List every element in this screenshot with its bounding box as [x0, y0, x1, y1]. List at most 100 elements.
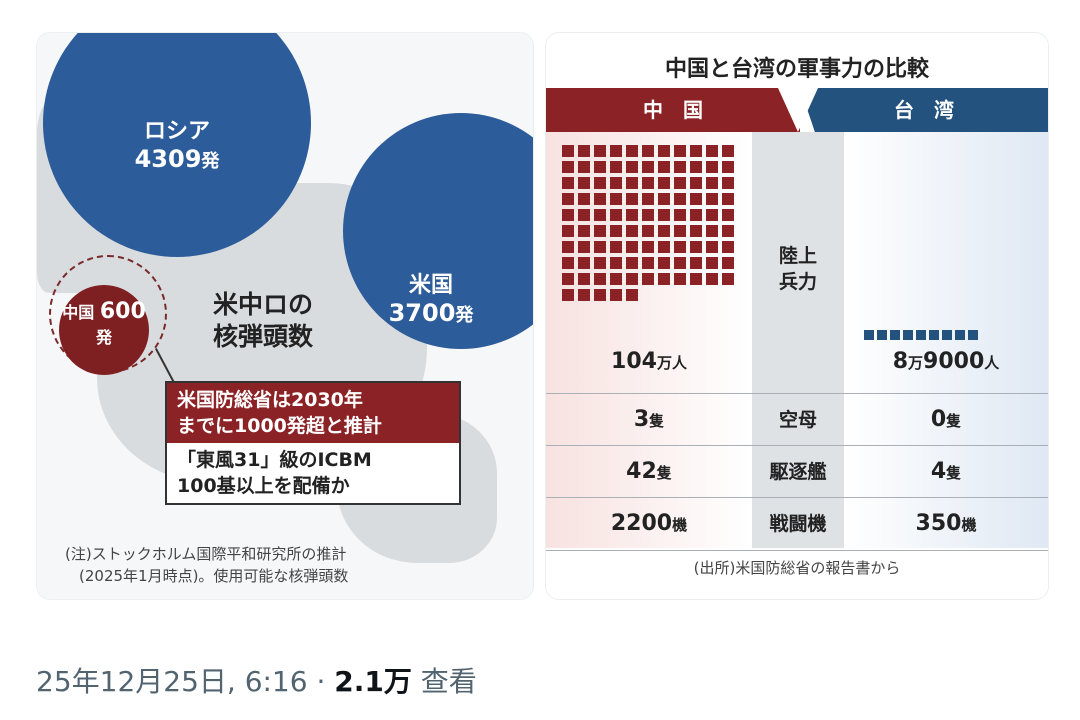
china-army-square-icon — [674, 209, 686, 221]
china-army-square-icon — [690, 145, 702, 157]
taiwan-army-value: 8万9000人 — [844, 349, 1048, 374]
nuclear-map-card[interactable]: ロシア 4309発 米国 3700発 中国 600発 米中ロの 核弾頭数 米国防… — [36, 32, 534, 600]
carrier-label: 空母 — [778, 409, 817, 431]
taiwan-army-icon-grid — [864, 330, 978, 340]
china-army-square-icon — [594, 241, 606, 253]
china-army-square-icon — [674, 225, 686, 237]
china-army-square-icon — [642, 257, 654, 269]
china-army-square-icon — [610, 273, 622, 285]
tweet-views-label: 查看 — [411, 665, 477, 698]
china-army-square-icon — [578, 289, 590, 301]
tweet-views-count: 2.1万 — [334, 665, 412, 698]
china-army-square-icon — [610, 177, 622, 189]
china-army-square-icon — [658, 257, 670, 269]
china-army-square-icon — [626, 225, 638, 237]
china-army-square-icon — [594, 257, 606, 269]
china-army-square-icon — [610, 145, 622, 157]
china-army-square-icon — [690, 161, 702, 173]
china-circle: 中国 600 発 — [59, 285, 149, 375]
china-army-square-icon — [610, 257, 622, 269]
china-army-square-icon — [722, 145, 734, 157]
china-army-square-icon — [642, 145, 654, 157]
tweet-date[interactable]: 25年12月25日, 6:16 · — [36, 665, 335, 698]
china-army-square-icon — [642, 193, 654, 205]
china-army-square-icon — [722, 225, 734, 237]
army-label-line1: 陸上 — [778, 245, 817, 267]
taiwan-army-number1: 8 — [892, 349, 909, 374]
callout-icbm: 「東風31」級のICBM 100基以上を配備か — [167, 443, 459, 503]
china-army-square-icon — [658, 241, 670, 253]
row-carrier: 3隻 空母 0隻 — [546, 393, 1048, 446]
china-army-square-icon — [626, 209, 638, 221]
china-army-square-icon — [594, 193, 606, 205]
china-army-square-icon — [722, 177, 734, 189]
china-army-square-icon — [722, 241, 734, 253]
label-column-bg — [752, 132, 844, 548]
comparison-card[interactable]: 中国と台湾の軍事力の比較 中 国 台 湾 陸上 兵力 104万人 8万9000人… — [545, 32, 1049, 600]
china-army-square-icon — [690, 193, 702, 205]
destroyer-label: 駆逐艦 — [769, 461, 827, 483]
taiwan-column-bg — [844, 132, 1048, 548]
taiwan-army-square-icon — [968, 330, 978, 340]
taiwan-army-square-icon — [903, 330, 913, 340]
china-army-square-icon — [674, 161, 686, 173]
china-army-square-icon — [642, 209, 654, 221]
china-army-square-icon — [690, 225, 702, 237]
china-army-square-icon — [674, 241, 686, 253]
china-army-square-icon — [642, 161, 654, 173]
fighter-label: 戦闘機 — [769, 513, 827, 535]
china-army-square-icon — [706, 273, 718, 285]
taiwan-army-square-icon — [877, 330, 887, 340]
china-army-square-icon — [562, 161, 574, 173]
china-army-square-icon — [642, 241, 654, 253]
china-army-square-icon — [562, 289, 574, 301]
header-china: 中 国 — [546, 88, 800, 132]
china-army-square-icon — [706, 241, 718, 253]
taiwan-army-unit2: 人 — [984, 354, 1000, 372]
china-army-square-icon — [626, 241, 638, 253]
china-army-square-icon — [642, 177, 654, 189]
china-army-square-icon — [594, 273, 606, 285]
us-unit: 発 — [455, 305, 474, 326]
china-army-square-icon — [626, 289, 638, 301]
china-army-square-icon — [722, 209, 734, 221]
china-army-square-icon — [562, 193, 574, 205]
taiwan-army-square-icon — [929, 330, 939, 340]
map-note-line1: (注)ストックホルム国際平和研究所の推計 — [65, 545, 347, 563]
taiwan-army-square-icon — [864, 330, 874, 340]
china-army-square-icon — [706, 193, 718, 205]
china-army-square-icon — [578, 161, 590, 173]
china-army-square-icon — [610, 209, 622, 221]
china-army-square-icon — [690, 177, 702, 189]
china-army-square-icon — [690, 273, 702, 285]
map-title-line2: 核弾頭数 — [213, 322, 314, 351]
taiwan-army-number2: 9000 — [923, 349, 985, 374]
china-army-square-icon — [594, 225, 606, 237]
header-taiwan: 台 湾 — [800, 88, 1048, 132]
china-fighter-value: 2200機 — [610, 511, 688, 536]
china-army-square-icon — [610, 225, 622, 237]
china-army-square-icon — [578, 209, 590, 221]
china-army-square-icon — [594, 161, 606, 173]
china-army-square-icon — [626, 161, 638, 173]
china-army-square-icon — [642, 273, 654, 285]
taiwan-destroyer-value: 4隻 — [930, 459, 962, 484]
comparison-source: (出所)米国防総省の報告書から — [693, 559, 901, 577]
china-army-square-icon — [706, 257, 718, 269]
taiwan-army-square-icon — [916, 330, 926, 340]
us-value: 3700 — [388, 299, 456, 327]
china-army-square-icon — [674, 257, 686, 269]
china-army-square-icon — [562, 241, 574, 253]
taiwan-army-square-icon — [890, 330, 900, 340]
china-army-square-icon — [722, 273, 734, 285]
china-army-square-icon — [706, 145, 718, 157]
callout-icbm-line1: 「東風31」級のICBM — [177, 449, 372, 471]
china-army-square-icon — [562, 225, 574, 237]
china-army-square-icon — [658, 209, 670, 221]
china-army-square-icon — [658, 177, 670, 189]
china-army-square-icon — [674, 145, 686, 157]
china-army-square-icon — [626, 273, 638, 285]
china-army-square-icon — [562, 209, 574, 221]
china-army-square-icon — [610, 193, 622, 205]
china-army-square-icon — [722, 193, 734, 205]
